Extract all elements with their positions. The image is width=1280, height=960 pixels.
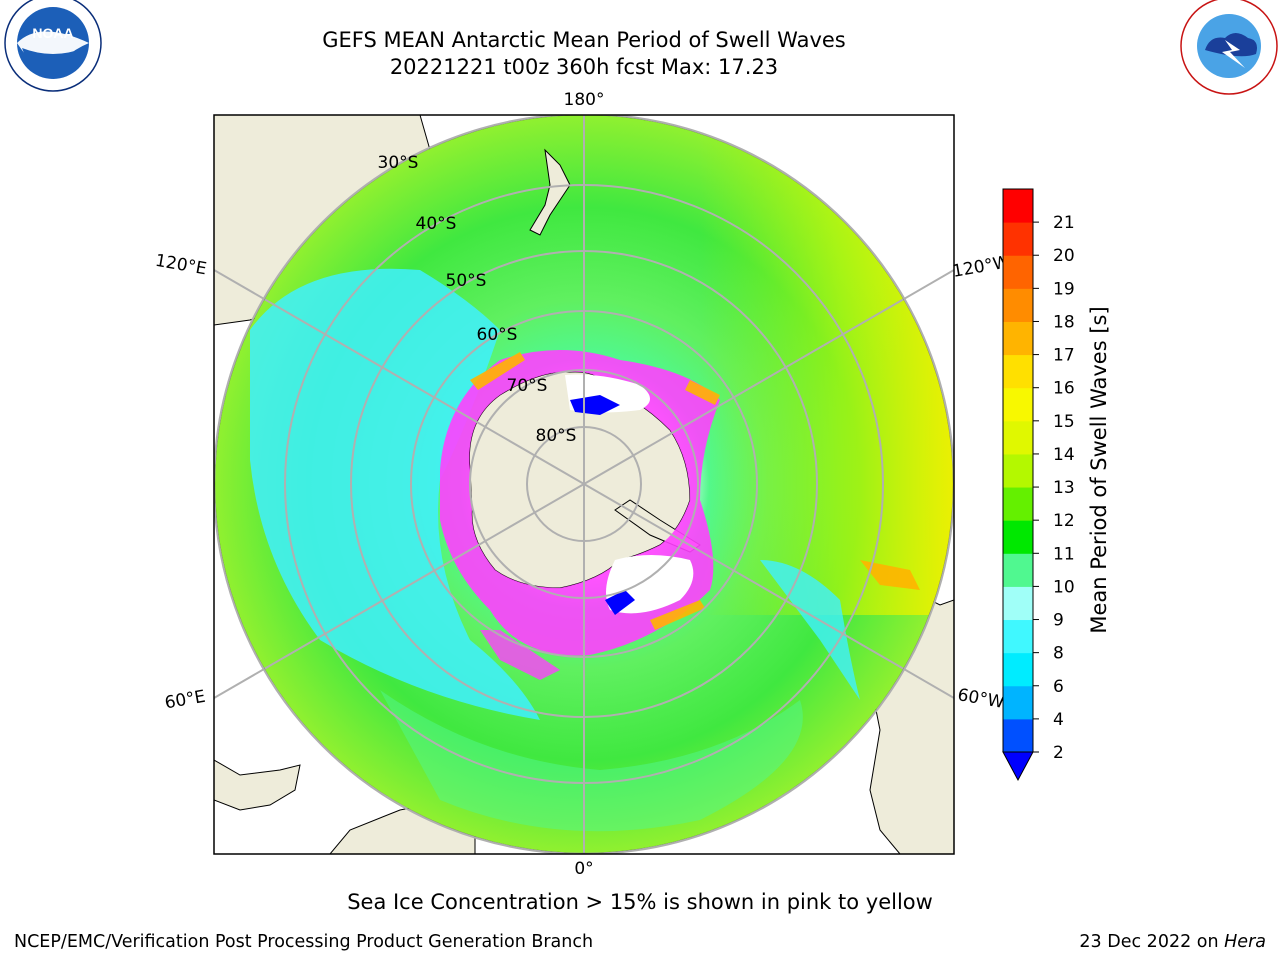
ne-corner-land [800, 115, 954, 250]
lon-label-0: 0° [574, 859, 593, 879]
colorbar-under-arrow [1002, 751, 1034, 782]
lon-label-120w: 120°W [951, 252, 1012, 282]
colorbar: 2 4 6 8 9 10 11 12 13 14 15 16 17 18 19 20 21 [1002, 188, 1075, 782]
graticule [214, 115, 954, 854]
colorbar-bin [1003, 255, 1033, 289]
sea-ice-blue-ross [570, 395, 620, 415]
colorbar-tick-label: 18 [1053, 312, 1075, 332]
orange-zone [860, 560, 920, 590]
nws-lightning [1222, 40, 1245, 68]
lon-label-60w: 60°W [956, 685, 1006, 713]
lon-label-180: 180° [564, 90, 605, 110]
colorbar-bin [1003, 718, 1033, 753]
colorbar-bin [1003, 553, 1033, 587]
colorbar-tick-label: 19 [1053, 279, 1075, 299]
colorbar-bin [1003, 387, 1033, 422]
footer-date-text: 23 Dec 2022 on [1079, 932, 1225, 952]
meridian-60e [214, 483, 585, 699]
disc-edge [214, 115, 954, 854]
colorbar-bin [1003, 420, 1033, 455]
map-frame [213, 114, 955, 855]
colorbar-bin [1003, 453, 1033, 488]
new-zealand-land [529, 148, 571, 236]
colorbar-title: Mean Period of Swell Waves [s] [1087, 306, 1111, 633]
lat-label-60: 60°S [477, 325, 518, 345]
lat-label-70: 70°S [507, 376, 548, 396]
colorbar-bin [1003, 685, 1033, 720]
colorbar-bin [1003, 487, 1033, 521]
colorbar-bin [1003, 619, 1033, 654]
colorbar-tick-label: 12 [1053, 511, 1075, 531]
sea-ice-orange-streaks [470, 352, 720, 630]
sea-ice-plume [480, 630, 560, 680]
colorbar-tick-label: 17 [1053, 346, 1075, 366]
footer-credit: NCEP/EMC/Verification Post Processing Pr… [14, 932, 594, 952]
chart-title: GEFS MEAN Antarctic Mean Period of Swell… [322, 28, 846, 52]
colorbar-tick-label: 14 [1053, 445, 1075, 465]
lat-label-80: 80°S [536, 426, 577, 446]
colorbar-tick-label: 10 [1053, 577, 1075, 597]
noaa-logo-text: NOAA [32, 25, 73, 41]
colorbar-tick-label: 6 [1053, 677, 1064, 697]
colorbar-tick-label: 11 [1053, 544, 1075, 564]
footer-host: Hera [1224, 932, 1266, 952]
sea-ice-blue-weddell [605, 590, 635, 615]
colorbar-frame [1002, 188, 1034, 753]
colorbar-tick-label: 4 [1053, 710, 1064, 730]
lat-label-40: 40°S [416, 214, 457, 234]
colorbar-tick-label: 21 [1053, 213, 1075, 233]
colorbar-bin [1003, 354, 1033, 389]
map-panel [214, 115, 954, 854]
colorbar-tick-label: 13 [1053, 478, 1075, 498]
colorbar-tick-label: 2 [1053, 743, 1064, 763]
colorbar-bin [1003, 652, 1033, 687]
nws-logo [1180, 0, 1278, 95]
lat-label-50: 50°S [446, 271, 487, 291]
chart-subtitle: 20221221 t00z 360h fcst Max: 17.23 [389, 55, 779, 79]
colorbar-bin [1003, 520, 1033, 554]
colorbar-bin [1003, 288, 1033, 322]
colorbar-bin [1003, 189, 1033, 223]
colorbar-tick-label: 8 [1053, 644, 1064, 664]
colorbar-tick-label: 20 [1053, 246, 1075, 266]
noaa-logo: NOAA [4, 0, 102, 92]
colorbar-bin [1003, 222, 1033, 256]
madagascar-land [214, 759, 301, 811]
footer-date: 23 Dec 2022 on Hera [1079, 932, 1266, 952]
colorbar-bin [1003, 586, 1033, 621]
colorbar-bin [1003, 321, 1033, 356]
meridian-120e [214, 269, 585, 485]
lon-label-120e: 120°E [154, 251, 208, 280]
cyan-short-period-zone [250, 268, 540, 720]
colorbar-tick-label: 15 [1053, 412, 1075, 432]
lon-label-60e: 60°E [163, 687, 207, 714]
sea-ice-note: Sea Ice Concentration > 15% is shown in … [347, 890, 933, 914]
light-green-band [380, 690, 803, 832]
lat-label-30: 30°S [378, 153, 419, 173]
colorbar-tick-label: 16 [1053, 379, 1075, 399]
cyan-zone-sa [760, 560, 860, 700]
colorbar-tick-label: 9 [1053, 611, 1064, 631]
meridian-120w [583, 269, 954, 485]
meridian-60w [583, 483, 954, 699]
